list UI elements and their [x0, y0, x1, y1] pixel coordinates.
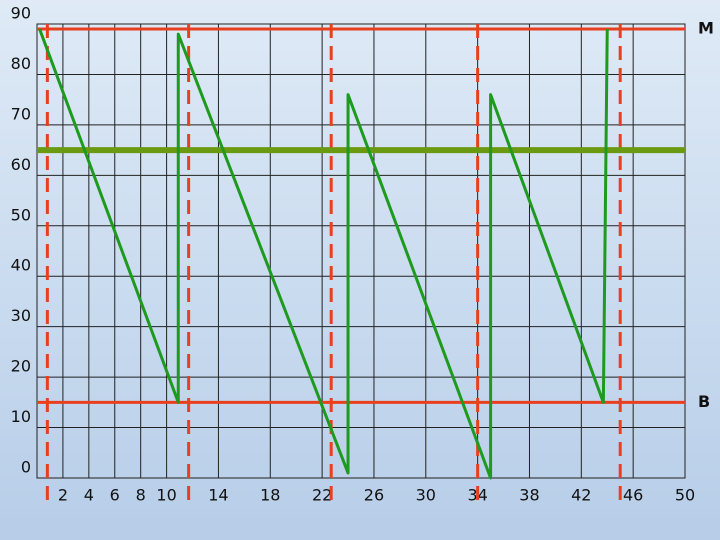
y-tick-label: 80: [11, 54, 31, 73]
reference-label: B: [698, 392, 710, 411]
y-tick-label: 50: [11, 205, 31, 224]
x-tick-label: 22: [312, 486, 332, 505]
x-tick-label: 2: [58, 486, 68, 505]
x-tick-label: 18: [260, 486, 280, 505]
x-tick-label: 42: [571, 486, 591, 505]
plot-area: [36, 23, 686, 479]
y-tick-label: 70: [11, 104, 31, 123]
x-tick-label: 4: [84, 486, 94, 505]
y-tick-label: 20: [11, 357, 31, 376]
y-tick-label: 40: [11, 256, 31, 275]
x-tick-label: 14: [208, 486, 228, 505]
x-tick-label: 38: [519, 486, 539, 505]
data-line: [38, 28, 609, 480]
y-tick-label: 60: [11, 155, 31, 174]
x-tick-label: 46: [623, 486, 643, 505]
x-tick-label: 10: [156, 486, 176, 505]
reference-label: M: [698, 19, 714, 38]
x-tick-label: 8: [136, 486, 146, 505]
y-tick-label: 30: [11, 306, 31, 325]
y-tick-label: 90: [11, 4, 31, 23]
y-tick-label: 10: [11, 407, 31, 426]
x-tick-label: 6: [110, 486, 120, 505]
y-tick-label: 0: [21, 458, 31, 477]
x-tick-label: 50: [675, 486, 695, 505]
x-tick-label: 30: [416, 486, 436, 505]
x-tick-label: 26: [364, 486, 384, 505]
